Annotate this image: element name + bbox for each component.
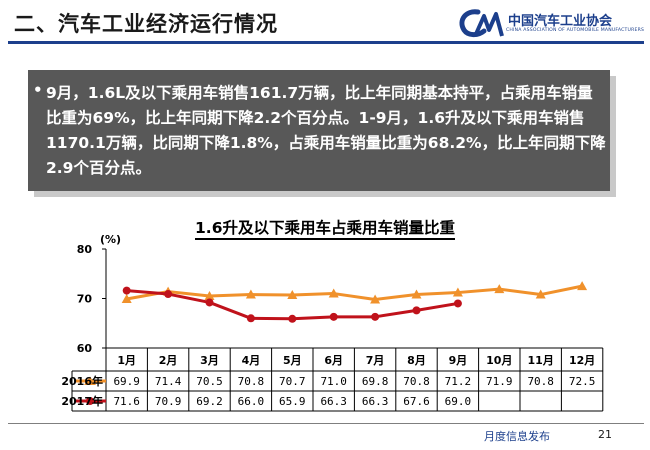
legend-label: 2016年 <box>61 374 103 388</box>
x-category-label: 1月 <box>117 354 136 367</box>
data-point <box>245 289 256 299</box>
x-category-label: 3月 <box>200 354 219 367</box>
data-point <box>205 298 214 307</box>
x-category-label: 10月 <box>486 354 512 367</box>
data-value-label: 71.4 <box>155 375 182 388</box>
bullet-marker: • <box>33 81 43 99</box>
x-category-label: 4月 <box>242 354 261 367</box>
caam-logo: 中国汽车工业协会 CHINA ASSOCIATION OF AUTOMOBILE… <box>456 6 646 40</box>
chart-title: 1.6升及以下乘用车占乘用车销量比重 <box>195 219 455 240</box>
data-point <box>411 289 422 299</box>
logo-subtitle: CHINA ASSOCIATION OF AUTOMOBILE MANUFACT… <box>506 28 645 33</box>
data-point <box>494 284 505 294</box>
data-point <box>121 293 132 303</box>
data-point <box>246 314 255 323</box>
x-category-label: 11月 <box>528 354 554 367</box>
data-value-label: 65.9 <box>279 395 306 408</box>
data-point <box>328 288 339 298</box>
x-category-label: 7月 <box>366 354 385 367</box>
data-value-label: 69.9 <box>113 375 140 388</box>
caam-logo-icon <box>459 9 504 38</box>
data-point <box>371 312 380 321</box>
x-category-label: 5月 <box>283 354 302 367</box>
data-point <box>412 306 421 315</box>
data-value-label: 72.5 <box>569 375 596 388</box>
data-value-label: 71.0 <box>320 375 347 388</box>
data-point <box>329 312 338 321</box>
data-value-label: 71.6 <box>113 395 140 408</box>
data-value-label: 67.6 <box>403 395 430 408</box>
x-category-label: 2月 <box>159 354 178 367</box>
data-point <box>164 290 173 299</box>
data-point <box>288 314 297 323</box>
footer-label: 月度信息发布 <box>484 430 550 443</box>
y-tick-label: 80 <box>77 243 93 256</box>
data-point <box>577 281 588 291</box>
summary-box: • 9月，1.6L及以下乘用车销售161.7万辆，比上年同期基本持平，占乘用车销… <box>28 70 610 191</box>
data-value-label: 71.2 <box>445 375 472 388</box>
data-value-label: 69.2 <box>196 395 223 408</box>
page-number: 21 <box>598 428 612 441</box>
data-point <box>535 289 546 299</box>
legend-key-marker <box>84 376 96 385</box>
data-value-label: 70.7 <box>279 375 306 388</box>
x-category-label: 6月 <box>324 354 343 367</box>
legend-key-marker <box>86 397 94 405</box>
slide-title: 二、汽车工业经济运行情况 <box>14 12 278 36</box>
y-tick-label: 60 <box>77 342 93 355</box>
data-value-label: 66.3 <box>362 395 389 408</box>
data-point <box>287 290 298 300</box>
data-point <box>453 299 462 308</box>
y-axis-unit: (%) <box>100 233 121 246</box>
data-value-label: 70.5 <box>196 375 223 388</box>
data-value-label: 66.0 <box>238 395 265 408</box>
data-value-label: 70.8 <box>527 375 554 388</box>
chart-title-wrapper: 1.6升及以下乘用车占乘用车销量比重 <box>0 216 650 240</box>
footer-rule <box>8 423 644 424</box>
x-category-label: 8月 <box>407 354 426 367</box>
x-category-label: 12月 <box>569 354 595 367</box>
data-value-label: 69.8 <box>362 375 389 388</box>
data-point <box>452 287 463 297</box>
series-line <box>126 284 583 301</box>
y-tick-label: 70 <box>77 293 93 306</box>
data-value-label: 71.9 <box>486 375 513 388</box>
summary-text: 9月，1.6L及以下乘用车销售161.7万辆，比上年同期基本持平，占乘用车销量比… <box>46 84 606 177</box>
data-value-label: 70.9 <box>155 395 182 408</box>
legend-label: 2017年 <box>61 394 103 408</box>
data-value-label: 70.8 <box>403 375 430 388</box>
data-value-label: 70.8 <box>238 375 265 388</box>
x-category-label: 9月 <box>449 354 468 367</box>
data-value-label: 66.3 <box>320 395 347 408</box>
title-underline <box>8 41 644 44</box>
data-point <box>204 291 215 301</box>
data-point <box>122 286 131 295</box>
logo-name: 中国汽车工业协会 <box>508 14 613 29</box>
data-value-label: 69.0 <box>445 395 472 408</box>
data-point <box>370 294 381 304</box>
